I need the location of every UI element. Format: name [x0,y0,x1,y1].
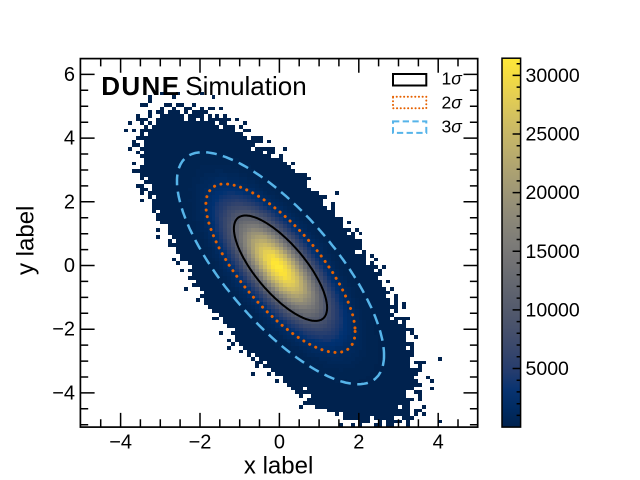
svg-text:−4: −4 [109,432,132,454]
svg-text:DUNE: DUNE [101,71,180,101]
svg-text:−4: −4 [52,382,75,404]
svg-text:30000: 30000 [526,65,580,87]
svg-text:3σ: 3σ [442,117,464,137]
svg-text:0: 0 [274,432,285,454]
svg-text:y label: y label [13,206,40,275]
svg-text:5000: 5000 [526,358,570,380]
svg-text:15000: 15000 [526,241,580,263]
svg-text:−2: −2 [189,432,212,454]
svg-text:1σ: 1σ [442,69,464,89]
svg-text:20000: 20000 [526,182,580,204]
svg-text:2: 2 [353,432,364,454]
svg-text:Simulation: Simulation [185,71,306,101]
svg-text:0: 0 [64,255,75,277]
svg-text:2: 2 [64,191,75,213]
svg-text:10000: 10000 [526,299,580,321]
svg-text:25000: 25000 [526,124,580,146]
svg-text:−2: −2 [52,319,75,341]
svg-text:4: 4 [64,128,75,150]
svg-text:2σ: 2σ [442,93,464,113]
svg-text:4: 4 [433,432,444,454]
svg-text:x label: x label [244,453,313,480]
svg-text:6: 6 [64,64,75,86]
